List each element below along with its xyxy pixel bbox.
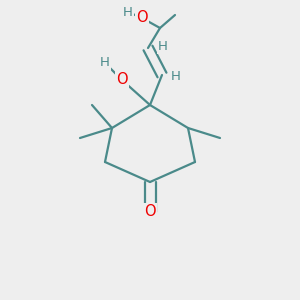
Text: H: H [158, 40, 168, 52]
Text: H: H [171, 70, 181, 83]
Text: O: O [144, 205, 156, 220]
Text: O: O [136, 11, 148, 26]
Text: H: H [100, 56, 110, 70]
Text: H: H [123, 5, 133, 19]
Text: O: O [116, 73, 128, 88]
